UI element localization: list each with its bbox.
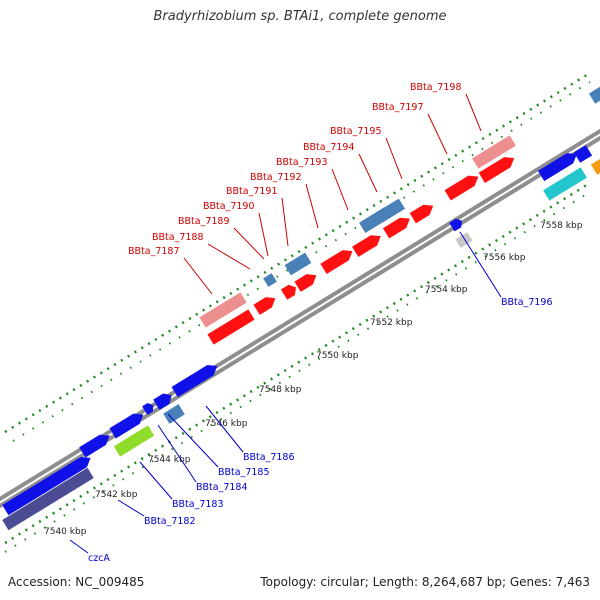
gene-feature [294,274,317,292]
top-label-connector [305,183,319,229]
dotted-guide-2 [4,181,591,545]
gene-feature [2,467,94,531]
top-gene-label: BBta_7198 [410,82,462,93]
map-title: Bradyrhizobium sp. BTAi1, complete genom… [153,9,447,24]
dotted-guide-minor-2 [4,191,591,553]
gene-feature [382,217,410,239]
tick-label: 7556 kbp [483,253,526,263]
top-label-connector [465,93,482,132]
top-gene-label: BBta_7191 [226,186,278,197]
backbone-line-inner [0,135,600,509]
top-gene-label: BBta_7193 [276,157,328,168]
top-label-connector [427,113,448,155]
bottom-label-connector [69,539,89,554]
bottom-label-connector [139,461,173,500]
gene-feature [374,198,406,224]
bottom-gene-label: BBta_7183 [172,499,224,510]
top-gene-label: BBta_7188 [152,232,204,243]
bottom-label-connector [459,231,502,298]
gene-feature [352,235,381,257]
gene-feature [444,175,479,201]
top-label-connector [183,257,213,295]
bottom-label-connector [157,424,197,483]
gene-feature [207,309,255,345]
top-gene-label: BBta_7189 [178,216,230,227]
tick-label: 7550 kbp [316,351,359,361]
gene-feature [280,284,296,300]
top-label-connector [358,153,378,193]
bottom-gene-label: BBta_7186 [243,452,295,463]
bottom-gene-labels: czcA BBta_7182 BBta_7183 BBta_7184 BBta_7185… [69,231,553,564]
kbp-ticks: 7540 kbp 7542 kbp 7544 kbp 7546 kbp 7548 kbp… [44,221,583,537]
top-label-connector [385,137,403,180]
tick-label: 7554 kbp [425,285,468,295]
tick-label: 7552 kbp [370,318,413,328]
gene-feature [2,456,91,516]
bottom-gene-label: BBta_7184 [196,482,248,493]
gene-feature [537,153,577,182]
gene-feature [449,218,463,232]
gene-feature [79,434,110,458]
top-gene-label: BBta_7187 [128,246,180,257]
top-gene-label: BBta_7197 [372,102,424,113]
gene-feature [588,86,600,104]
gene-feature [109,413,144,439]
gene-feature [543,167,587,201]
top-label-connector [258,212,269,257]
bottom-label-connector [117,499,145,517]
top-gene-label: BBta_7190 [203,201,255,212]
top-label-connector [233,227,265,260]
gene-feature [153,393,172,410]
tick-label: 7540 kbp [44,527,87,537]
tick-label: 7544 kbp [148,455,191,465]
gene-feature [253,297,276,315]
bottom-label-connector [167,413,219,468]
tick-label: 7546 kbp [205,419,248,429]
top-label-connector [207,243,251,270]
top-gene-labels: BBta_7187 BBta_7188 BBta_7189 BBta_7190 BBta… [128,82,482,295]
gene-feature [199,292,247,328]
accession-label: Accession: NC_009485 [8,575,145,589]
bottom-label-connector [205,405,244,453]
top-label-connector [281,197,289,247]
gene-feature [142,402,154,415]
genome-summary: Topology: circular; Length: 8,264,687 bp… [260,575,590,589]
top-gene-label: BBta_7195 [330,126,382,137]
gene-feature [455,232,473,248]
top-gene-label: BBta_7192 [250,172,302,183]
gene-feature [409,204,434,224]
gene-feature [320,250,353,274]
gene-feature [478,157,515,184]
bottom-gene-label: BBta_7196 [501,297,553,308]
top-gene-label: BBta_7194 [303,142,355,153]
tick-label: 7558 kbp [540,221,583,231]
gene-feature [573,145,593,163]
gene-features [2,86,600,531]
gene-feature [113,425,155,457]
gene-feature [263,273,277,287]
bottom-gene-label: BBta_7182 [144,516,196,527]
tick-label: 7548 kbp [259,385,302,395]
gene-feature [472,135,516,169]
gene-feature [171,365,218,398]
gene-feature [163,404,185,424]
bottom-gene-label: BBta_7185 [218,467,270,478]
bottom-gene-label: czcA [88,553,110,564]
tick-label: 7542 kbp [95,490,138,500]
top-label-connector [331,168,349,211]
gene-feature [284,252,312,276]
gene-feature [590,157,600,175]
